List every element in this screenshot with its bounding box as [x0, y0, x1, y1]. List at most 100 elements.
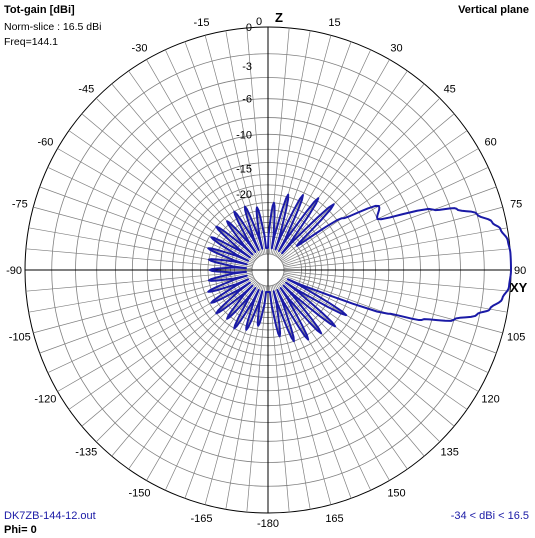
grid-spoke	[95, 97, 257, 259]
grid-spoke	[225, 30, 266, 255]
grid-spoke	[271, 285, 332, 505]
grid-spoke	[28, 272, 253, 313]
grid-spoke	[281, 148, 479, 263]
grid-spoke	[128, 282, 260, 470]
grid-spoke	[57, 148, 255, 263]
grid-spoke	[47, 276, 254, 374]
grid-spoke	[282, 166, 489, 264]
angle-tick-label: -105	[9, 332, 31, 344]
grid-spoke	[283, 273, 503, 334]
grid-spoke	[279, 281, 441, 443]
grid-spoke	[281, 277, 479, 392]
grid-spoke	[39, 275, 254, 354]
grid-spoke	[57, 277, 255, 392]
grid-spoke	[280, 113, 455, 260]
angle-tick-label: -75	[12, 199, 28, 211]
radial-tick-label: -10	[236, 129, 252, 141]
grid-spoke	[280, 130, 468, 262]
grid-spoke	[68, 130, 256, 262]
db-range-label: -34 < dBi < 16.5	[450, 510, 529, 522]
angle-tick-label: -60	[37, 137, 53, 149]
grid-spoke	[275, 59, 390, 257]
grid-spoke	[128, 70, 260, 258]
radial-tick-label: -20	[236, 189, 252, 201]
angle-tick-label: 135	[441, 447, 459, 459]
radial-tick-labels: 0 -3 -6 -10 -15 -20	[236, 22, 252, 201]
freq-label: Freq=144.1	[4, 36, 58, 48]
grid-spoke	[95, 281, 257, 443]
grid-spoke	[271, 35, 332, 255]
plane-label: Vertical plane	[458, 4, 529, 16]
angle-tick-label: 120	[481, 394, 499, 406]
grid-spoke	[283, 227, 508, 268]
angle-tick-label: 30	[390, 42, 402, 54]
gain-pattern	[207, 193, 512, 343]
angle-tick-label: 90	[514, 265, 526, 277]
angle-tick-label: -90	[6, 265, 22, 277]
grid-spoke	[282, 276, 489, 374]
angle-tick-label: -45	[78, 83, 94, 95]
grid-spoke	[81, 280, 256, 427]
angle-tick-label: 150	[387, 488, 405, 500]
grid-spoke	[225, 285, 266, 510]
grid-spoke	[68, 278, 256, 410]
radial-tick-label: -6	[242, 94, 252, 106]
grid-spoke	[278, 83, 425, 258]
grid-spoke	[111, 282, 258, 457]
grid-spoke	[204, 35, 265, 255]
grid-spoke	[269, 285, 290, 513]
grid-spoke	[146, 59, 261, 257]
grid-spoke	[275, 283, 390, 481]
radial-tick-label: 0	[246, 22, 252, 34]
grid-spoke	[146, 283, 261, 481]
pattern-series	[207, 193, 512, 343]
grid-spoke	[279, 97, 441, 259]
norm-slice-label: Norm-slice : 16.5 dBi	[4, 21, 102, 33]
angle-tick-label: -165	[190, 513, 212, 525]
grid-spoke	[164, 49, 262, 256]
grid-spoke	[273, 284, 352, 499]
grid-spoke	[33, 206, 253, 267]
grid-spoke	[283, 271, 511, 292]
angle-tick-label: 45	[444, 83, 456, 95]
grid-spoke	[33, 273, 253, 334]
grid-spoke	[273, 41, 352, 256]
angle-tick-label: -135	[75, 447, 97, 459]
grid-spoke	[280, 280, 455, 427]
xy-axis-label: XY	[510, 280, 528, 295]
grid-spoke	[81, 113, 256, 260]
grid-spoke	[111, 83, 258, 258]
grid-spoke	[184, 284, 263, 499]
chart-title: Tot-gain [dBi]	[4, 4, 75, 16]
angle-tick-label: 15	[328, 17, 340, 29]
grid-spoke	[25, 271, 253, 292]
grid-spoke	[164, 284, 262, 491]
grid-spoke	[270, 30, 311, 255]
grid-spoke	[280, 278, 468, 410]
grid-spoke	[25, 248, 253, 269]
grid-spoke	[39, 186, 254, 265]
z-axis-label: Z	[275, 10, 283, 25]
grid-spoke	[246, 285, 267, 513]
angle-tick-label: 0	[256, 16, 262, 28]
grid-spoke	[282, 186, 497, 265]
angle-tick-label: 105	[507, 332, 525, 344]
grid-spoke	[47, 166, 254, 264]
radial-tick-label: -3	[242, 61, 252, 73]
grid-spoke	[283, 248, 511, 269]
angle-tick-label: -180	[257, 518, 279, 530]
grid-spoke	[246, 27, 267, 255]
grid-spoke	[278, 282, 425, 457]
angle-tick-labels: 0 153045607590105120135150165-180-165-150…	[6, 16, 526, 530]
angle-tick-label: 60	[484, 137, 496, 149]
grid-spoke	[270, 285, 311, 510]
grid-spoke	[274, 49, 372, 256]
grid-spoke	[269, 27, 290, 255]
grid-spoke	[184, 41, 263, 256]
grid-spoke	[28, 227, 253, 268]
grid-spoke	[276, 282, 408, 470]
angle-tick-label: -120	[34, 394, 56, 406]
angle-tick-label: 165	[325, 513, 343, 525]
angle-tick-label: -15	[194, 17, 210, 29]
